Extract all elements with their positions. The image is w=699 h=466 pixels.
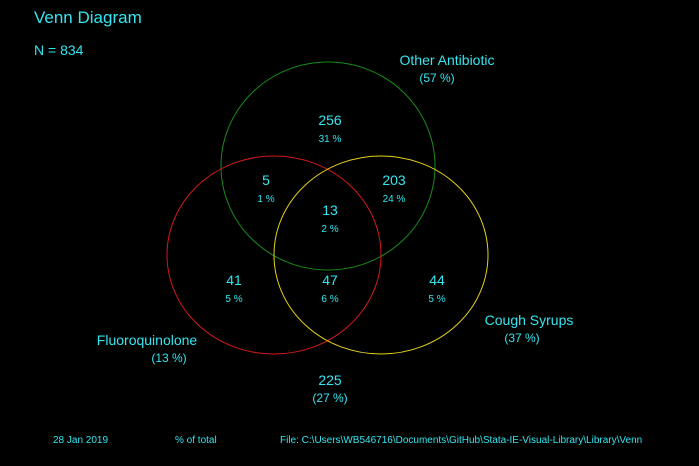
- other-antibiotic-circle: [220, 61, 436, 271]
- region-other-fluoro-pct: 1 %: [257, 194, 274, 205]
- region-fluoro-cough-pct: 6 %: [321, 294, 338, 305]
- region-all-three-pct: 2 %: [321, 224, 338, 235]
- footer-date: 28 Jan 2019: [53, 435, 109, 446]
- region-other-cough-count: 203: [382, 172, 406, 188]
- region-all-three-count: 13: [322, 202, 338, 218]
- footer-file-path: File: C:\Users\WB546716\Documents\GitHub…: [280, 435, 643, 446]
- region-cough-only-count: 44: [429, 272, 445, 288]
- region-other-fluoro-count: 5: [262, 172, 270, 188]
- footer-note: % of total: [175, 435, 217, 446]
- cough-syrups-circle: [273, 155, 489, 355]
- region-cough-only-pct: 5 %: [428, 294, 445, 305]
- set-pct-fluoroquinolone: (13 %): [151, 351, 186, 365]
- sample-size-label: N = 834: [34, 42, 84, 58]
- region-none-pct: (27 %): [312, 391, 347, 405]
- region-fluoro-only-count: 41: [226, 272, 242, 288]
- region-other-cough-pct: 24 %: [383, 194, 406, 205]
- region-other-only-pct: 31 %: [319, 134, 342, 145]
- diagram-title: Venn Diagram: [34, 8, 142, 27]
- region-other-only-count: 256: [318, 112, 342, 128]
- region-none-count: 225: [318, 372, 342, 388]
- set-label-fluoroquinolone: Fluoroquinolone: [97, 332, 198, 348]
- set-label-other-antibiotic: Other Antibiotic: [400, 52, 495, 68]
- region-fluoro-only-pct: 5 %: [225, 294, 242, 305]
- set-pct-other-antibiotic: (57 %): [419, 71, 454, 85]
- region-fluoro-cough-count: 47: [322, 272, 338, 288]
- set-label-cough-syrups: Cough Syrups: [485, 312, 574, 328]
- fluoroquinolone-circle: [166, 155, 382, 355]
- set-pct-cough-syrups: (37 %): [504, 331, 539, 345]
